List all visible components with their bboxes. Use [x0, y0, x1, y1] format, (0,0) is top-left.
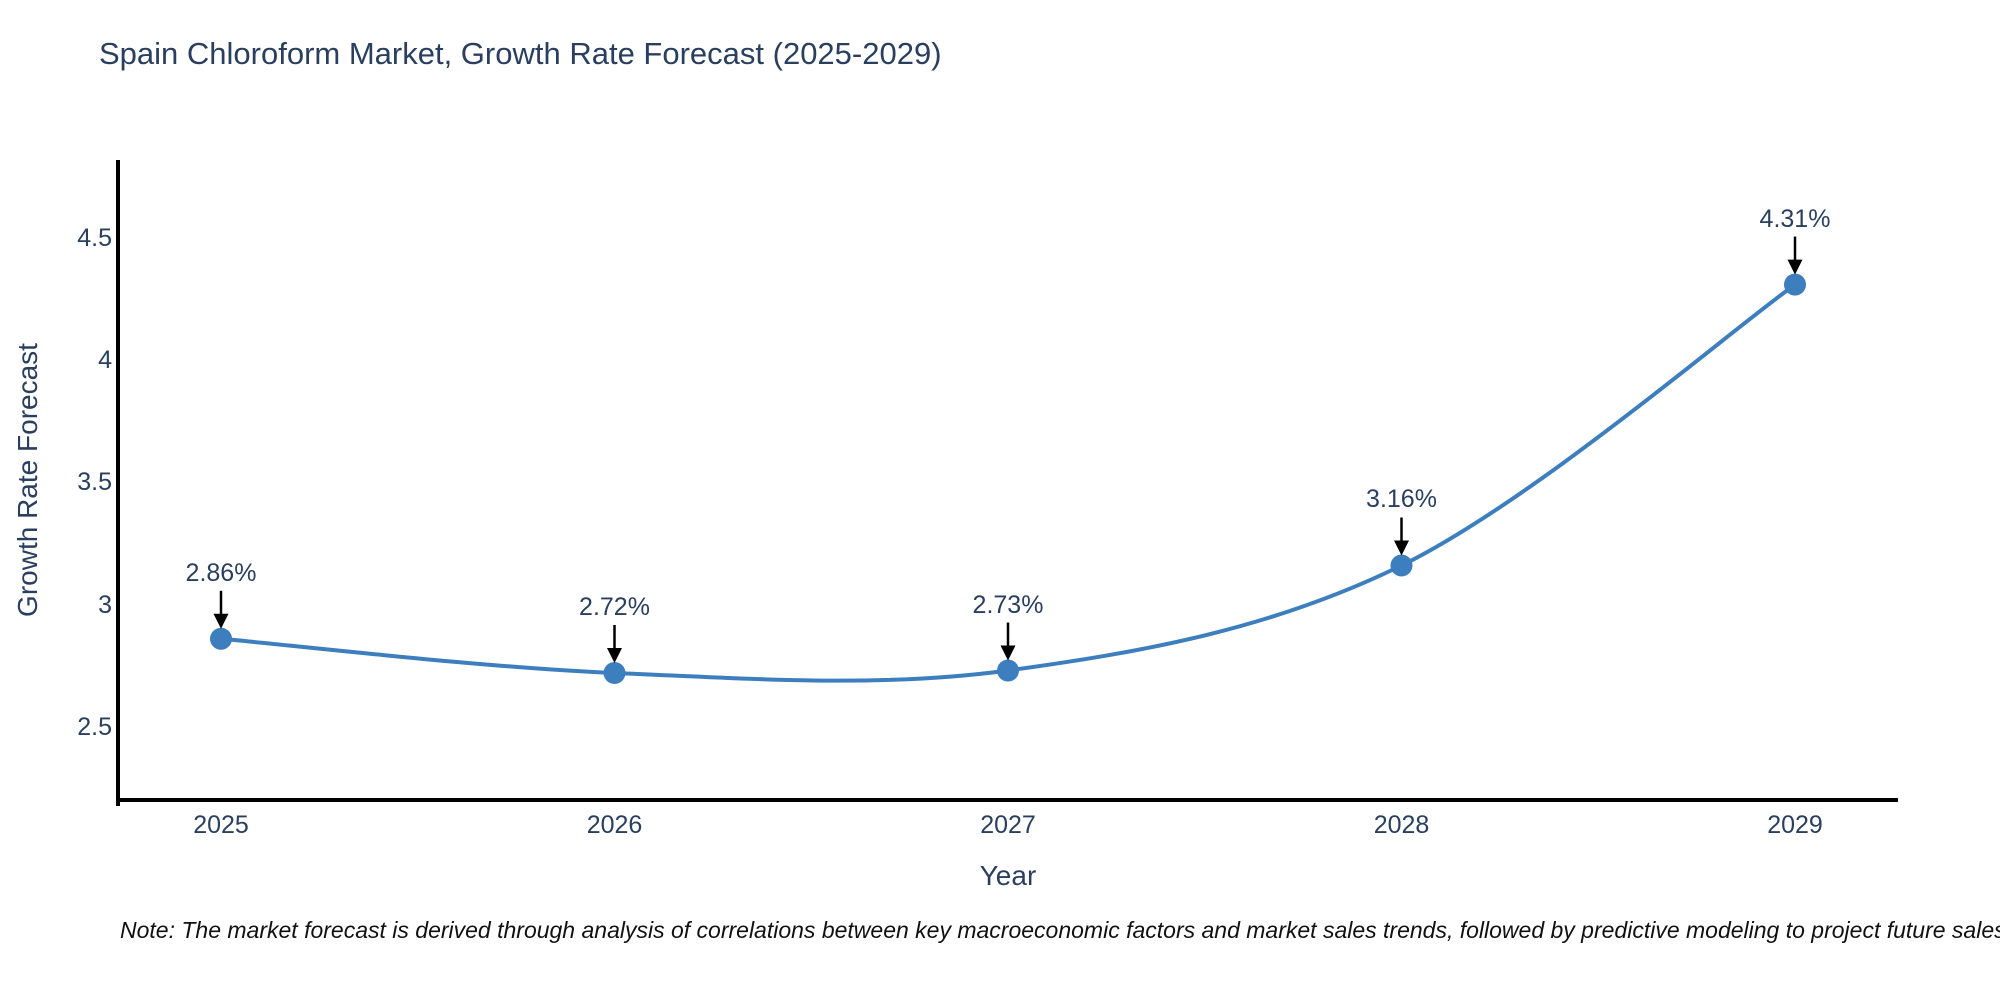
- annotation-arrow-head: [1394, 540, 1409, 556]
- annotation-arrow-head: [1000, 645, 1016, 661]
- x-tick-label: 2029: [1767, 811, 1823, 839]
- annotation-arrow-head: [1787, 259, 1803, 275]
- annotation-arrow-head: [213, 613, 229, 629]
- point-value-label: 2.86%: [185, 558, 257, 587]
- y-tick-label: 3.5: [77, 468, 112, 497]
- y-tick-label: 4: [98, 346, 112, 375]
- data-point-marker[interactable]: [210, 627, 232, 650]
- y-tick-label: 2.5: [77, 712, 112, 741]
- y-tick-label: 4.5: [77, 224, 112, 253]
- point-value-label: 3.16%: [1366, 485, 1437, 514]
- chart-title: Spain Chloroform Market, Growth Rate For…: [99, 36, 942, 71]
- forecast-line: [220, 282, 1797, 683]
- data-point-marker[interactable]: [997, 659, 1019, 682]
- x-tick-label: 2026: [586, 811, 643, 839]
- data-point-marker[interactable]: [1390, 554, 1413, 577]
- x-axis-title: Year: [979, 860, 1037, 891]
- annotation-arrow-head: [607, 647, 622, 663]
- data-point-marker[interactable]: [603, 661, 626, 684]
- data-point-marker[interactable]: [1784, 273, 1806, 296]
- x-tick-label: 2027: [980, 811, 1036, 839]
- x-tick-label: 2025: [193, 811, 249, 839]
- footnote: Note: The market forecast is derived thr…: [120, 917, 2000, 943]
- point-value-label: 4.31%: [1759, 204, 1831, 233]
- point-value-label: 2.73%: [972, 590, 1044, 619]
- point-value-label: 2.72%: [579, 592, 650, 621]
- y-tick-label: 3: [98, 590, 112, 619]
- x-tick-label: 2028: [1373, 811, 1430, 839]
